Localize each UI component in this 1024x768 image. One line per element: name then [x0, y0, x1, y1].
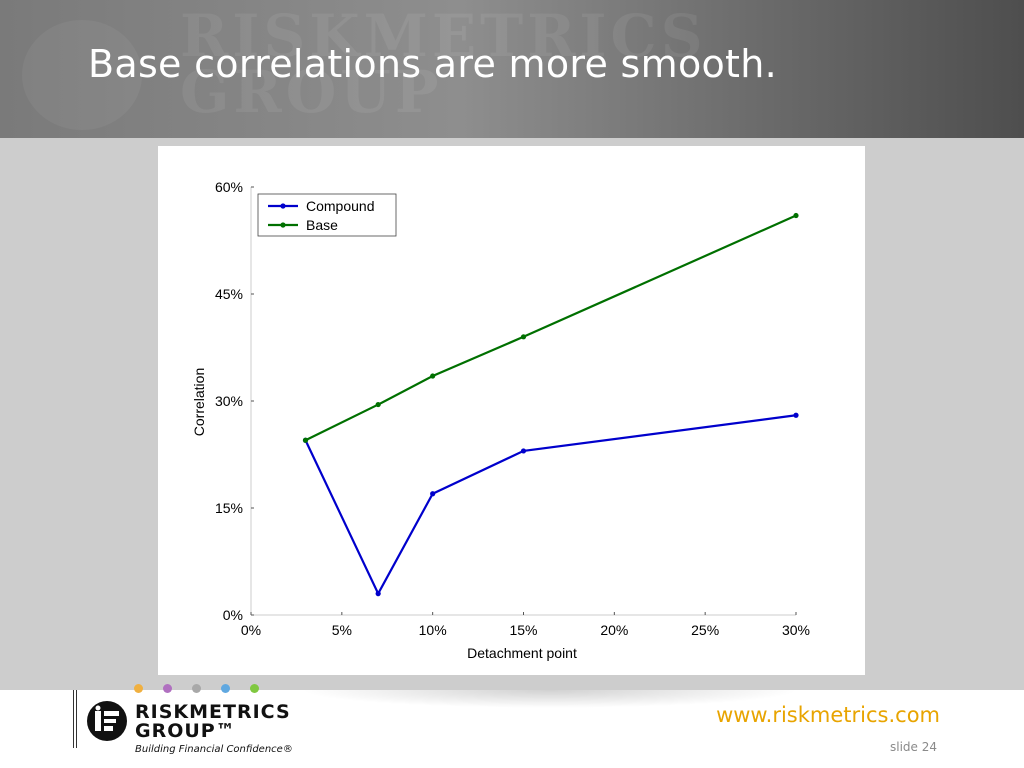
logo-line-1: RISKMETRICS — [135, 701, 291, 723]
logo-tagline: Building Financial Confidence® — [135, 744, 293, 755]
series-line — [304, 414, 797, 597]
data-point — [375, 401, 381, 408]
data-point — [430, 491, 436, 497]
data-point — [302, 437, 309, 443]
y-tick-label: 45% — [215, 286, 243, 302]
data-point — [375, 591, 381, 597]
x-tick-label: 5% — [332, 622, 352, 638]
company-logo-text: RISKMETRICS GROUP™ — [135, 703, 291, 741]
data-point — [520, 448, 527, 454]
y-tick-label: 30% — [215, 393, 243, 409]
data-point — [793, 212, 799, 219]
x-tick-label: 25% — [691, 622, 719, 638]
x-tick-label: 0% — [241, 622, 261, 638]
website-link[interactable]: www.riskmetrics.com — [716, 703, 940, 727]
logo-line-2: GROUP™ — [135, 720, 236, 742]
chart-axes: 0% 5% 10% 15% 20% 25% 30% 0% 15% 30% 45% 60% — [215, 179, 810, 638]
color-dot — [192, 684, 201, 693]
x-tick-label: 10% — [419, 622, 447, 638]
x-tick-label: 30% — [782, 622, 810, 638]
slide-number: slide 24 — [889, 740, 937, 754]
footer-divider — [76, 690, 77, 748]
watermark-logo — [22, 20, 142, 130]
legend-label: Base — [306, 217, 338, 233]
data-point — [520, 334, 527, 340]
data-point — [430, 373, 436, 379]
riskmetrics-logo-icon — [87, 701, 127, 741]
watermark-line-1: RISKMETRICS — [180, 2, 707, 70]
legend-box — [257, 193, 397, 237]
y-tick-label: 0% — [223, 607, 243, 623]
chart-legend: Compound Base — [257, 193, 397, 237]
chart-panel: 0% 5% 10% 15% 20% 25% 30% 0% 15% 30% 45% 60% Compou… — [158, 146, 865, 675]
legend-marker — [280, 222, 286, 228]
footer-shadow — [300, 690, 800, 708]
watermark-line-2: GROUP — [180, 58, 443, 126]
color-dot — [134, 684, 143, 693]
chart-series — [302, 212, 799, 597]
x-tick-label: 15% — [509, 622, 537, 638]
legend-label: Compound — [306, 198, 375, 214]
slide-header: RISKMETRICS GROUP Base correlations are … — [0, 0, 1024, 138]
legend-marker — [280, 203, 286, 209]
color-dot — [221, 684, 230, 693]
footer-divider — [73, 690, 74, 748]
y-tick-label: 15% — [215, 500, 243, 516]
watermark-text: RISKMETRICS GROUP — [180, 2, 707, 126]
slide-title: Base correlations are more smooth. — [88, 42, 778, 86]
color-dot — [250, 684, 259, 693]
x-axis-label: Detachment point — [467, 645, 577, 661]
x-tick-label: 20% — [600, 622, 628, 638]
slide-footer — [0, 690, 1024, 768]
y-tick-label: 60% — [215, 179, 243, 195]
line-chart: 0% 5% 10% 15% 20% 25% 30% 0% 15% 30% 45% 60% Compou… — [191, 179, 810, 661]
y-axis-label: Correlation — [191, 368, 207, 436]
color-dot — [163, 684, 172, 693]
data-point — [793, 412, 799, 418]
